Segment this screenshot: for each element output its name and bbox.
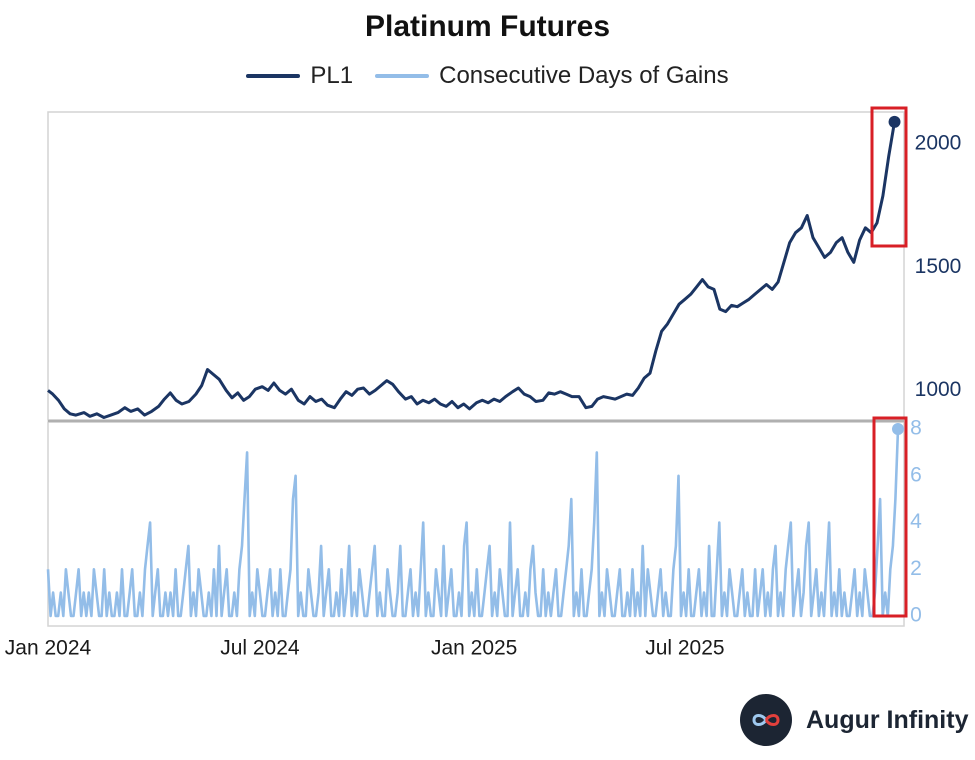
price-tick-label: 2000: [915, 132, 962, 155]
legend-swatch-consecutive-gains: [375, 74, 430, 78]
legend-item-pl1: PL1: [246, 62, 353, 90]
price-endpoint-marker: [888, 115, 901, 128]
x-tick-label: Jan 2024: [5, 637, 92, 660]
chart-legend: PL1 Consecutive Days of Gains: [0, 62, 975, 90]
price-tick-label: 1500: [915, 255, 962, 278]
price-tick-label: 1000: [915, 378, 962, 401]
x-tick-label: Jul 2024: [220, 637, 300, 660]
legend-swatch-pl1: [246, 74, 301, 78]
price-highlight-box: [870, 106, 908, 248]
gains-tick-label: 4: [910, 510, 922, 533]
gains-tick-label: 6: [910, 463, 922, 486]
chart-title: Platinum Futures: [364, 10, 611, 43]
price-series-line: [47, 121, 896, 419]
x-axis: Jan 2024 Jul 2024 Jan 2025 Jul 2025: [5, 637, 725, 660]
infinity-logo-icon: [740, 694, 792, 746]
price-panel-frame: [47, 111, 905, 421]
gains-axis: 0 2 4 6 8: [910, 417, 922, 627]
gains-series-line: [46, 428, 900, 618]
gains-highlight-box: [872, 416, 908, 618]
x-tick-label: Jul 2025: [645, 637, 724, 660]
price-axis: 1000 1500 2000: [915, 132, 962, 401]
brand-name: Augur Infinity: [806, 705, 969, 734]
gains-tick-label: 8: [910, 417, 922, 440]
gains-tick-label: 2: [910, 557, 922, 580]
legend-item-consecutive-gains: Consecutive Days of Gains: [375, 62, 729, 90]
gains-endpoint-marker: [892, 423, 904, 436]
legend-label-consecutive-gains: Consecutive Days of Gains: [439, 62, 729, 89]
legend-label-pl1: PL1: [310, 62, 354, 89]
gains-tick-label: 0: [910, 604, 922, 627]
x-tick-label: Jan 2025: [431, 637, 517, 660]
brand: Augur Infinity: [740, 694, 968, 746]
